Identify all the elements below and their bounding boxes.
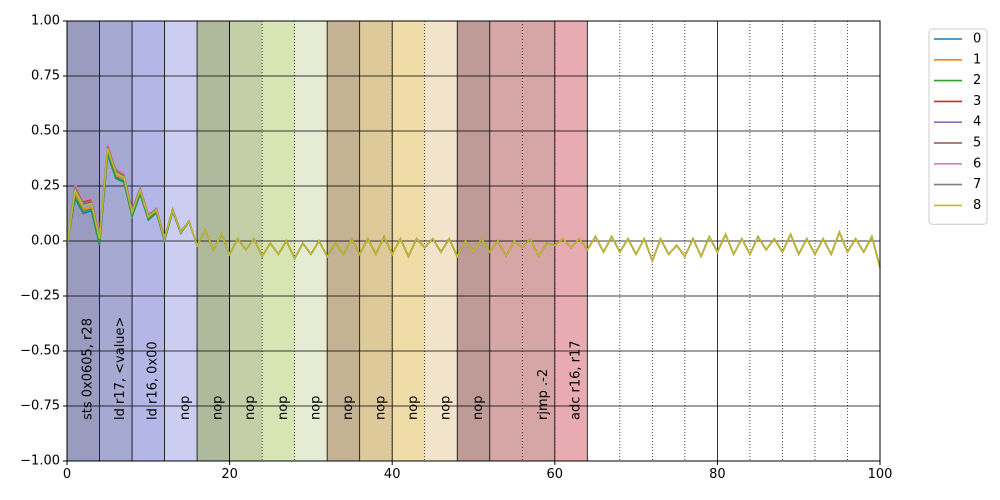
x-tick-label: 0 xyxy=(63,467,71,482)
instruction-label: rjmp .-2 xyxy=(536,369,551,420)
legend-label-8: 8 xyxy=(973,198,981,213)
instruction-label: nop xyxy=(471,396,486,420)
instruction-label: nop xyxy=(178,396,193,420)
legend: 0 1 2 3 4 5 6 7 8 xyxy=(928,28,988,225)
legend-label-4: 4 xyxy=(973,115,981,130)
instruction-label: nop xyxy=(243,396,258,420)
instruction-label: nop xyxy=(211,396,226,420)
instruction-label: adc r16, r17 xyxy=(568,340,583,420)
legend-label-7: 7 xyxy=(973,177,981,192)
x-tick-label: 20 xyxy=(221,467,238,482)
legend-label-5: 5 xyxy=(973,136,981,151)
legend-label-6: 6 xyxy=(973,156,981,171)
y-tick-label: 0.00 xyxy=(31,234,60,249)
y-tick-label: −0.75 xyxy=(20,399,60,414)
legend-box xyxy=(928,28,988,225)
instruction-labels: sts 0x0605, r28 ld r17, <value> ld r16, 0x… xyxy=(81,317,584,420)
x-tick-label: 40 xyxy=(384,467,401,482)
x-tick-label: 80 xyxy=(709,467,726,482)
instruction-label: ld r17, <value> xyxy=(113,317,128,420)
series-line-8 xyxy=(66,148,881,268)
y-tick-label: −0.50 xyxy=(20,344,60,359)
instruction-label: nop xyxy=(341,396,356,420)
instruction-label: nop xyxy=(308,396,323,420)
x-tick-label: 100 xyxy=(868,467,893,482)
legend-label-1: 1 xyxy=(973,52,981,67)
instruction-label: sts 0x0605, r28 xyxy=(81,318,96,420)
y-tick-label: 1.00 xyxy=(31,14,60,29)
legend-label-2: 2 xyxy=(973,73,981,88)
series-lines xyxy=(66,143,881,268)
instruction-label: nop xyxy=(438,396,453,420)
y-tick-label: 0.50 xyxy=(31,124,60,139)
y-tick-label: −1.00 xyxy=(20,454,60,469)
instruction-label: ld r16, 0x00 xyxy=(146,341,161,420)
x-tick-label: 60 xyxy=(547,467,564,482)
y-tick-label: −0.25 xyxy=(20,289,60,304)
legend-label-0: 0 xyxy=(973,32,981,47)
instruction-label: nop xyxy=(406,396,421,420)
axis-ticks: 1.00 0.75 0.50 0.25 0.00 −0.25 −0.50 −0.75 −1.00… xyxy=(20,14,892,483)
instruction-label: nop xyxy=(276,396,291,420)
instruction-label: nop xyxy=(373,396,388,420)
legend-label-3: 3 xyxy=(973,94,981,109)
y-tick-label: 0.75 xyxy=(31,69,60,84)
y-tick-label: 0.25 xyxy=(31,179,60,194)
